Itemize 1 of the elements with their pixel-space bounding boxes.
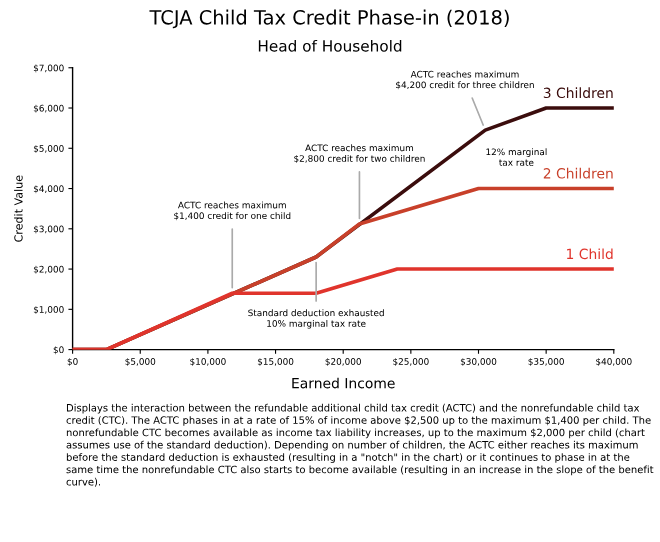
chart-title: TCJA Child Tax Credit Phase-in (2018) — [149, 9, 509, 29]
